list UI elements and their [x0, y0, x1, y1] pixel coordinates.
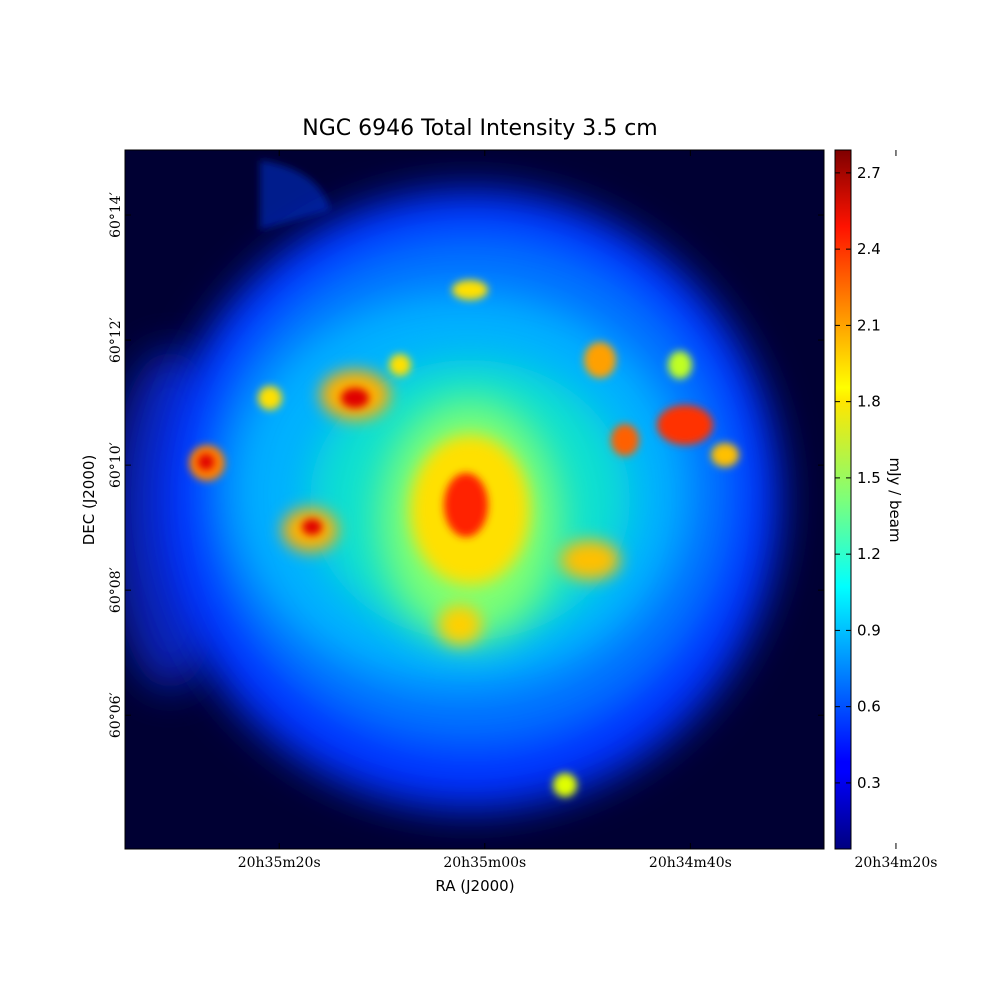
plot-frame	[124, 149, 825, 850]
y-tick-label: 60°08′	[108, 567, 124, 613]
colorbar-tick-label: 1.8	[857, 393, 881, 411]
y-tick-label: 60°10′	[108, 442, 124, 488]
colorbar-tick-label: 1.5	[857, 469, 881, 487]
y-tick-label: 60°14′	[108, 192, 124, 238]
y-axis-label: DEC (J2000)	[80, 455, 98, 546]
colorbar-tick-label: 2.1	[857, 316, 881, 334]
x-tick-label: 20h35m20s	[238, 855, 321, 871]
colorbar-tick-label: 2.7	[857, 164, 881, 182]
x-tick-label: 20h35m00s	[443, 855, 526, 871]
colorbar-tick-label: 0.6	[857, 698, 881, 716]
x-tick-label: 20h34m40s	[649, 855, 732, 871]
colorbar-tick-label: 0.9	[857, 621, 881, 639]
colorbar-tick-label: 0.3	[857, 774, 881, 792]
intensity-map	[125, 150, 824, 849]
colorbar-label: mJy / beam	[886, 457, 904, 542]
chart-title: NGC 6946 Total Intensity 3.5 cm	[302, 116, 657, 141]
colorbar	[834, 149, 852, 850]
colorbar-tick-label: 2.4	[857, 240, 881, 258]
x-tick-label: 20h34m20s	[854, 855, 937, 871]
y-tick-label: 60°06′	[108, 692, 124, 738]
y-tick-label: 60°12′	[108, 317, 124, 363]
x-axis-label: RA (J2000)	[435, 877, 514, 895]
colorbar-tick-label: 1.2	[857, 545, 881, 563]
